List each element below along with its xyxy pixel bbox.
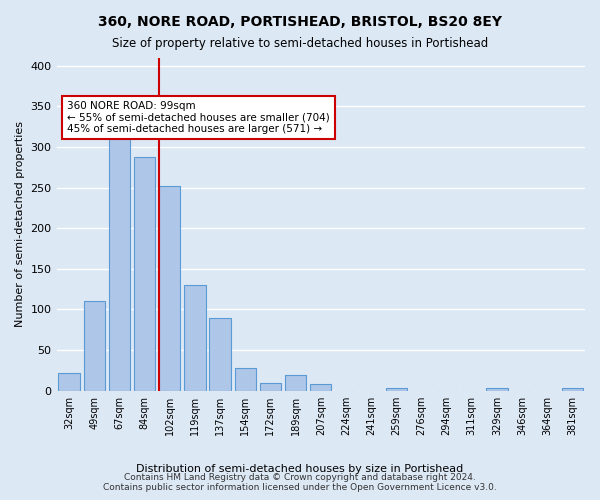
Bar	[184, 285, 206, 391]
Text: Size of property relative to semi-detached houses in Portishead: Size of property relative to semi-detach…	[112, 38, 488, 51]
Bar	[386, 388, 407, 391]
Bar	[235, 368, 256, 391]
Bar	[83, 302, 105, 391]
Bar	[562, 388, 583, 391]
Bar	[285, 374, 307, 391]
Bar	[58, 373, 80, 391]
Bar	[159, 186, 181, 391]
Bar	[260, 382, 281, 391]
Bar	[310, 384, 331, 391]
Text: 360 NORE ROAD: 99sqm
← 55% of semi-detached houses are smaller (704)
45% of semi: 360 NORE ROAD: 99sqm ← 55% of semi-detac…	[67, 101, 330, 134]
Bar	[209, 318, 231, 391]
Bar	[486, 388, 508, 391]
Bar	[109, 122, 130, 391]
Text: Contains HM Land Registry data © Crown copyright and database right 2024.
Contai: Contains HM Land Registry data © Crown c…	[103, 473, 497, 492]
Text: 360, NORE ROAD, PORTISHEAD, BRISTOL, BS20 8EY: 360, NORE ROAD, PORTISHEAD, BRISTOL, BS2…	[98, 15, 502, 29]
Text: Distribution of semi-detached houses by size in Portishead: Distribution of semi-detached houses by …	[136, 464, 464, 474]
Bar	[134, 156, 155, 391]
Y-axis label: Number of semi-detached properties: Number of semi-detached properties	[15, 121, 25, 327]
